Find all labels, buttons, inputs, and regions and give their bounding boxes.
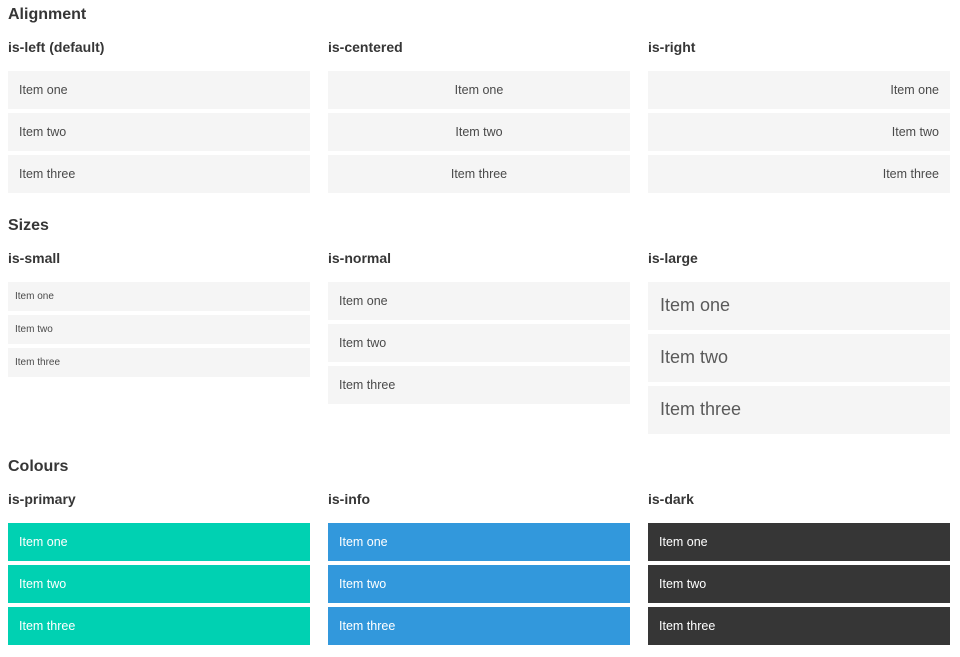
example-is-dark: is-dark Item one Item two Item three bbox=[648, 491, 950, 649]
examples-row: is-primary Item one Item two Item three … bbox=[8, 491, 950, 649]
example-label: is-normal bbox=[328, 250, 392, 267]
list-item: Item two bbox=[648, 564, 950, 603]
block-list: Item one Item two Item three bbox=[648, 70, 950, 193]
list-item: Item one bbox=[8, 281, 310, 311]
section-title: Alignment bbox=[8, 6, 87, 23]
block-list: Item one Item two Item three bbox=[648, 281, 950, 434]
block-list: Item one Item two Item three bbox=[328, 281, 630, 404]
list-item: Item one bbox=[648, 281, 950, 330]
list-item: Item three bbox=[8, 606, 310, 645]
block-list: Item one Item two Item three bbox=[328, 70, 630, 193]
list-item: Item two bbox=[328, 323, 630, 362]
list-item: Item three bbox=[8, 347, 310, 377]
example-is-right: is-right Item one Item two Item three bbox=[648, 39, 950, 197]
section-alignment: Alignment is-left (default) Item one Ite… bbox=[8, 5, 950, 197]
example-label: is-centered bbox=[328, 39, 403, 56]
list-item: Item three bbox=[328, 606, 630, 645]
examples-row: is-left (default) Item one Item two Item… bbox=[8, 39, 950, 197]
examples-row: is-small Item one Item two Item three is… bbox=[8, 250, 950, 438]
example-is-primary: is-primary Item one Item two Item three bbox=[8, 491, 310, 649]
list-item: Item three bbox=[328, 154, 630, 193]
example-is-left: is-left (default) Item one Item two Item… bbox=[8, 39, 310, 197]
example-label: is-info bbox=[328, 491, 370, 508]
list-item: Item three bbox=[648, 154, 950, 193]
example-is-centered: is-centered Item one Item two Item three bbox=[328, 39, 630, 197]
list-item: Item one bbox=[8, 522, 310, 561]
list-item: Item three bbox=[8, 154, 310, 193]
list-item: Item one bbox=[648, 70, 950, 109]
example-is-info: is-info Item one Item two Item three bbox=[328, 491, 630, 649]
block-list: Item one Item two Item three bbox=[8, 70, 310, 193]
list-item: Item two bbox=[8, 314, 310, 344]
example-is-large: is-large Item one Item two Item three bbox=[648, 250, 950, 438]
section-title: Sizes bbox=[8, 216, 49, 234]
block-list: Item one Item two Item three bbox=[8, 281, 310, 377]
list-item: Item two bbox=[8, 564, 310, 603]
list-item: Item one bbox=[8, 70, 310, 109]
list-item: Item three bbox=[648, 606, 950, 645]
block-list: Item one Item two Item three bbox=[648, 522, 950, 645]
example-label: is-small bbox=[8, 250, 61, 267]
example-is-normal: is-normal Item one Item two Item three bbox=[328, 250, 630, 408]
list-item: Item two bbox=[328, 564, 630, 603]
example-label: is-right bbox=[648, 39, 696, 56]
list-item: Item one bbox=[328, 522, 630, 561]
section-colours: Colours is-primary Item one Item two Ite… bbox=[8, 457, 950, 649]
list-item: Item two bbox=[648, 112, 950, 151]
list-item: Item two bbox=[8, 112, 310, 151]
section-sizes: Sizes is-small Item one Item two Item th… bbox=[8, 216, 950, 438]
example-label: is-primary bbox=[8, 491, 76, 508]
list-item: Item two bbox=[648, 333, 950, 382]
example-is-small: is-small Item one Item two Item three bbox=[8, 250, 310, 381]
block-list: Item one Item two Item three bbox=[328, 522, 630, 645]
block-list: Item one Item two Item three bbox=[8, 522, 310, 645]
list-item: Item three bbox=[328, 365, 630, 404]
section-title: Colours bbox=[8, 457, 69, 475]
list-item: Item one bbox=[328, 70, 630, 109]
list-item: Item one bbox=[648, 522, 950, 561]
list-item: Item two bbox=[328, 112, 630, 151]
example-label: is-left (default) bbox=[8, 39, 105, 56]
example-label: is-large bbox=[648, 250, 698, 267]
example-label: is-dark bbox=[648, 491, 694, 508]
list-item: Item three bbox=[648, 385, 950, 434]
list-item: Item one bbox=[328, 281, 630, 320]
